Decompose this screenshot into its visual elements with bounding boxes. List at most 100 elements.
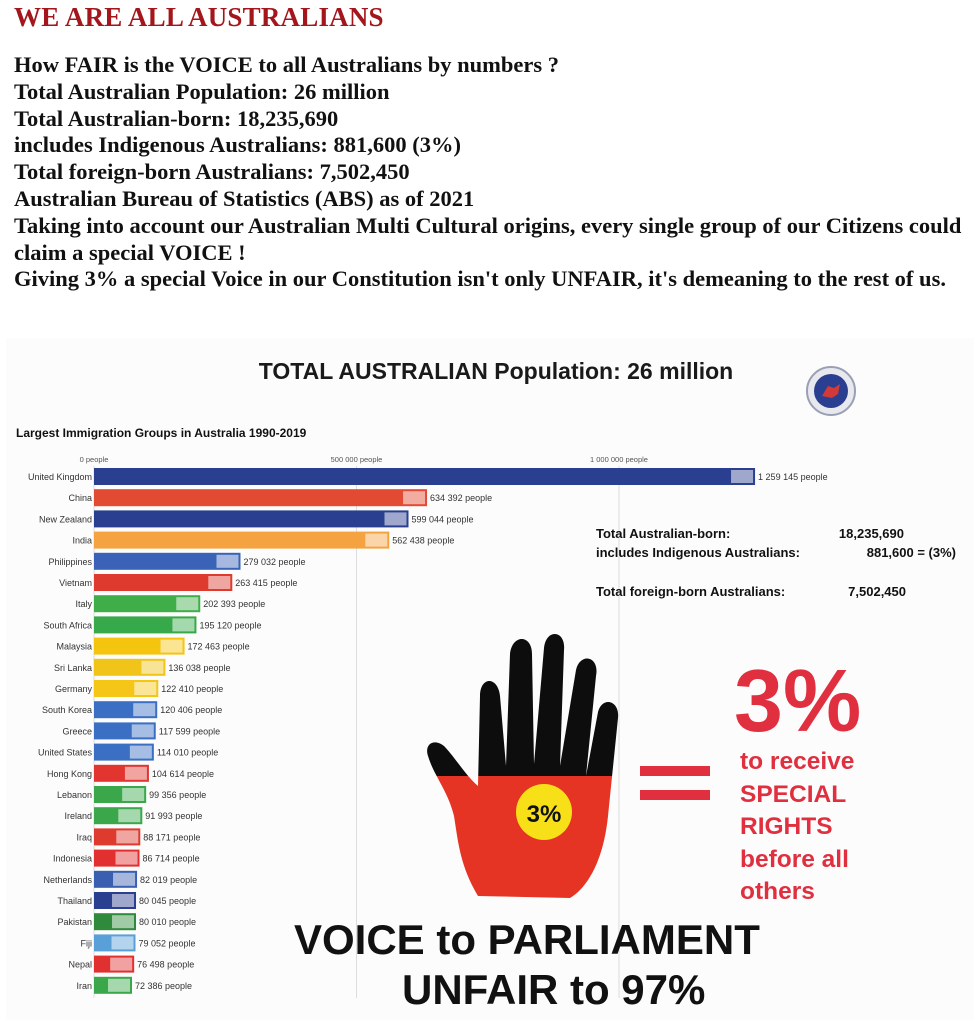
immigration-bar-chart: 0 people 500 000 people 1 000 000 people Un…: [28, 455, 828, 998]
x-tick-label: 500 000 people: [331, 455, 383, 464]
value-label: 172 463 people: [188, 642, 250, 652]
value-label: 76 498 people: [137, 960, 194, 970]
rights-line: before all: [740, 845, 849, 873]
category-label: Philippines: [48, 557, 92, 567]
category-label: Italy: [75, 599, 92, 609]
flag-icon: [112, 894, 135, 907]
category-label: Netherlands: [43, 875, 92, 885]
flag-icon: [384, 512, 407, 526]
value-label: 80 010 people: [139, 917, 196, 927]
category-label: Nepal: [68, 960, 92, 970]
intro-line: Total Australian-born: 18,235,690: [14, 105, 339, 131]
value-label: 279 032 people: [243, 557, 305, 567]
value-label: 599 044 people: [411, 514, 473, 524]
value-label: 104 614 people: [152, 769, 214, 779]
stat-label: includes Indigenous Australians:: [596, 545, 800, 560]
infographic: TOTAL AUSTRALIAN Population: 26 million …: [6, 338, 974, 1020]
flag-icon: [108, 978, 131, 992]
category-label: Iran: [76, 981, 92, 991]
chart-title: Largest Immigration Groups in Australia …: [16, 426, 307, 440]
category-label: Hong Kong: [47, 769, 92, 779]
category-label: Sri Lanka: [54, 663, 92, 673]
value-label: 634 392 people: [430, 493, 492, 503]
category-label: Vietnam: [59, 578, 92, 588]
rights-line: RIGHTS: [740, 813, 833, 840]
flag-icon: [133, 703, 156, 717]
category-label: Indonesia: [53, 854, 92, 864]
category-label: Germany: [55, 684, 93, 694]
flag-icon: [216, 554, 239, 568]
flag-icon: [122, 788, 145, 801]
voice-subheadline: UNFAIR to 97%: [402, 966, 706, 1013]
flag-icon: [365, 533, 388, 547]
stat-label: Total foreign-born Australians:: [596, 584, 786, 599]
value-label: 562 438 people: [392, 536, 454, 546]
rights-line: to receive: [740, 748, 855, 775]
flag-icon: [176, 597, 199, 611]
value-label: 79 052 people: [139, 938, 196, 948]
value-label: 1 259 145 people: [758, 472, 828, 482]
flag-icon: [116, 830, 139, 844]
flag-icon: [141, 660, 164, 674]
category-label: China: [68, 493, 92, 503]
flag-icon: [118, 809, 141, 823]
flag-icon: [134, 682, 157, 695]
intro-line: Total foreign-born Australians: 7,502,45…: [14, 159, 410, 185]
flag-icon: [160, 639, 183, 653]
flag-icon: [403, 491, 426, 505]
intro-line: How FAIR is the VOICE to all Australians…: [14, 52, 560, 77]
big-percent: 3%: [734, 651, 862, 750]
category-label: Greece: [62, 726, 92, 736]
category-label: New Zealand: [39, 514, 92, 524]
bar: [94, 552, 241, 570]
flag-icon: [113, 872, 136, 886]
value-label: 80 045 people: [139, 896, 196, 906]
flag-icon: [124, 766, 147, 780]
flag-icon: [110, 957, 133, 971]
stat-row: includes Indigenous Australians: 881,600…: [596, 545, 956, 563]
category-label: Thailand: [57, 896, 92, 906]
value-label: 117 599 people: [159, 726, 220, 736]
stat-row: Total Australian-born: 18,235,690: [596, 526, 956, 544]
intro-line: includes Indigenous Australians: 881,600…: [14, 132, 461, 158]
category-label: South Korea: [42, 705, 92, 715]
x-tick-label: 1 000 000 people: [590, 455, 648, 464]
intro-line: Total Australian Population: 26 million: [14, 78, 390, 104]
flag-icon: [172, 618, 195, 632]
flag-icon: [731, 470, 754, 483]
value-label: 122 410 people: [161, 684, 223, 694]
category-label: India: [72, 536, 92, 546]
infographic-title: TOTAL AUSTRALIAN Population: 26 million: [258, 358, 734, 384]
flag-icon: [112, 915, 135, 929]
emblem-icon: [806, 366, 856, 416]
intro-line: Australian Bureau of Statistics (ABS) as…: [14, 185, 475, 211]
category-label: South Africa: [43, 620, 92, 630]
category-label: Malaysia: [56, 642, 92, 652]
value-label: 114 010 people: [157, 748, 218, 758]
voice-headline: VOICE to PARLIAMENT: [294, 916, 760, 963]
hand-percent-label: 3%: [527, 801, 562, 828]
bar: [94, 595, 201, 613]
stat-value: 7,502,450: [848, 584, 906, 599]
x-tick-label: 0 people: [80, 455, 109, 464]
value-label: 263 415 people: [235, 578, 297, 588]
flag-icon: [115, 851, 138, 865]
intro-line: Giving 3% a special Voice in our Constit…: [14, 266, 946, 292]
category-label: Ireland: [64, 811, 92, 821]
value-label: 195 120 people: [199, 620, 261, 630]
flag-icon: [111, 936, 134, 950]
value-label: 91 993 people: [145, 811, 202, 821]
category-label: United States: [38, 748, 93, 758]
value-label: 86 714 people: [143, 854, 200, 864]
category-label: Pakistan: [57, 917, 92, 927]
flag-icon: [208, 576, 231, 589]
bar: [94, 510, 409, 528]
rights-line: SPECIAL: [740, 780, 847, 808]
value-label: 88 171 people: [143, 832, 200, 842]
bar: [94, 616, 197, 634]
hand-icon: 3%: [427, 633, 619, 899]
bar: [94, 574, 233, 591]
bar: [94, 489, 428, 507]
value-label: 99 356 people: [149, 790, 206, 800]
equals-icon: [640, 766, 710, 800]
